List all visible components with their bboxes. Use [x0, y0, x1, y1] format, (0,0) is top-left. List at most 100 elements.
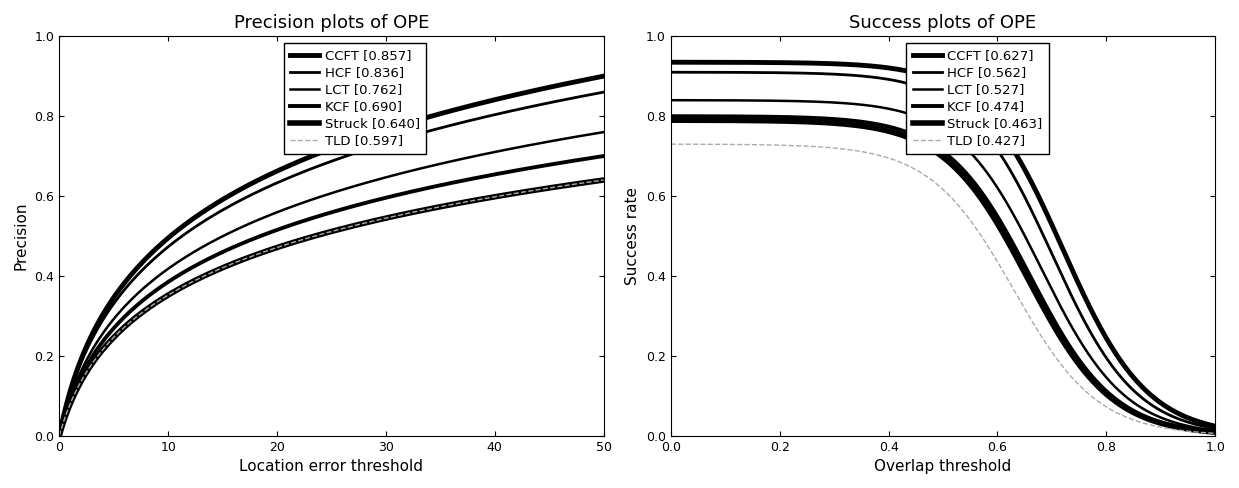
CCFT [0.857]: [108, 293, 123, 299]
Y-axis label: Precision: Precision: [14, 202, 28, 270]
Line: HCF [0.562]: HCF [0.562]: [670, 72, 1215, 428]
HCF [0.836]: [52, 433, 67, 439]
TLD [0.597]: [273, 244, 287, 250]
CCFT [0.627]: [1098, 333, 1113, 339]
LCT [0.527]: [883, 106, 898, 112]
Y-axis label: Success rate: Success rate: [626, 187, 641, 285]
TLD [0.427]: [1037, 338, 1052, 344]
HCF [0.562]: [1037, 235, 1052, 241]
TLD [0.597]: [486, 194, 501, 200]
LCT [0.527]: [903, 111, 918, 117]
Struck [0.463]: [1088, 381, 1103, 386]
Struck [0.463]: [883, 129, 898, 135]
LCT [0.762]: [476, 151, 491, 157]
CCFT [0.627]: [663, 60, 678, 65]
X-axis label: Location error threshold: Location error threshold: [239, 459, 424, 474]
LCT [0.527]: [719, 98, 733, 103]
KCF [0.474]: [883, 124, 898, 130]
Struck [0.463]: [719, 118, 733, 123]
CCFT [0.627]: [903, 69, 918, 75]
Struck [0.640]: [52, 433, 67, 439]
Title: Success plots of OPE: Success plots of OPE: [850, 14, 1037, 32]
X-axis label: Overlap threshold: Overlap threshold: [875, 459, 1012, 474]
Legend: CCFT [0.627], HCF [0.562], LCT [0.527], KCF [0.474], Struck [0.463], TLD [0.427]: CCFT [0.627], HCF [0.562], LCT [0.527], …: [906, 43, 1049, 154]
Line: CCFT [0.857]: CCFT [0.857]: [59, 76, 603, 436]
Struck [0.640]: [291, 238, 306, 244]
TLD [0.427]: [883, 156, 898, 162]
HCF [0.836]: [596, 89, 611, 95]
TLD [0.427]: [663, 141, 678, 147]
LCT [0.762]: [596, 129, 611, 135]
LCT [0.762]: [108, 315, 123, 321]
Line: TLD [0.597]: TLD [0.597]: [59, 180, 603, 436]
KCF [0.474]: [1208, 429, 1223, 435]
Line: Struck [0.640]: Struck [0.640]: [59, 180, 603, 436]
Struck [0.640]: [596, 177, 611, 183]
Struck [0.463]: [1208, 429, 1223, 435]
Line: KCF [0.474]: KCF [0.474]: [670, 116, 1215, 432]
TLD [0.597]: [476, 196, 491, 202]
LCT [0.527]: [1037, 272, 1052, 278]
KCF [0.690]: [426, 184, 441, 190]
Struck [0.640]: [476, 196, 491, 202]
TLD [0.597]: [52, 433, 67, 439]
Struck [0.463]: [903, 136, 918, 142]
LCT [0.762]: [291, 201, 306, 207]
CCFT [0.627]: [1208, 423, 1223, 429]
HCF [0.836]: [291, 171, 306, 177]
HCF [0.562]: [663, 69, 678, 75]
LCT [0.527]: [1088, 361, 1103, 366]
HCF [0.562]: [1208, 426, 1223, 431]
LCT [0.762]: [52, 433, 67, 439]
TLD [0.427]: [903, 164, 918, 170]
CCFT [0.857]: [476, 100, 491, 105]
Line: Struck [0.463]: Struck [0.463]: [670, 120, 1215, 432]
TLD [0.427]: [1088, 396, 1103, 402]
KCF [0.690]: [108, 324, 123, 330]
CCFT [0.857]: [52, 433, 67, 439]
Title: Precision plots of OPE: Precision plots of OPE: [234, 14, 429, 32]
Line: TLD [0.427]: TLD [0.427]: [670, 144, 1215, 433]
KCF [0.474]: [1088, 377, 1103, 383]
CCFT [0.627]: [1088, 315, 1103, 321]
TLD [0.427]: [1098, 403, 1113, 409]
KCF [0.690]: [476, 174, 491, 180]
KCF [0.474]: [1098, 387, 1113, 393]
Line: HCF [0.836]: HCF [0.836]: [59, 92, 603, 436]
KCF [0.474]: [719, 113, 733, 119]
KCF [0.690]: [291, 220, 306, 225]
HCF [0.836]: [273, 179, 287, 185]
HCF [0.836]: [486, 112, 501, 118]
HCF [0.562]: [719, 69, 733, 75]
Struck [0.640]: [108, 333, 123, 339]
TLD [0.427]: [1208, 430, 1223, 436]
LCT [0.527]: [1208, 427, 1223, 433]
KCF [0.690]: [273, 226, 287, 232]
HCF [0.836]: [108, 299, 123, 305]
CCFT [0.857]: [273, 167, 287, 173]
HCF [0.562]: [903, 81, 918, 87]
TLD [0.597]: [426, 205, 441, 211]
TLD [0.597]: [596, 177, 611, 183]
LCT [0.762]: [486, 149, 501, 155]
Struck [0.463]: [663, 117, 678, 123]
CCFT [0.627]: [1037, 206, 1052, 212]
HCF [0.562]: [1098, 353, 1113, 359]
Struck [0.640]: [426, 205, 441, 211]
Struck [0.463]: [1037, 307, 1052, 313]
HCF [0.562]: [883, 77, 898, 83]
LCT [0.527]: [663, 97, 678, 103]
Line: LCT [0.527]: LCT [0.527]: [670, 100, 1215, 430]
Legend: CCFT [0.857], HCF [0.836], LCT [0.762], KCF [0.690], Struck [0.640], TLD [0.597]: CCFT [0.857], HCF [0.836], LCT [0.762], …: [284, 43, 426, 154]
TLD [0.597]: [108, 333, 123, 339]
KCF [0.690]: [596, 153, 611, 159]
Line: CCFT [0.627]: CCFT [0.627]: [670, 62, 1215, 426]
CCFT [0.857]: [291, 159, 306, 164]
CCFT [0.627]: [883, 65, 898, 71]
CCFT [0.627]: [719, 60, 733, 65]
Struck [0.640]: [486, 194, 501, 200]
CCFT [0.857]: [426, 113, 441, 119]
HCF [0.562]: [1088, 338, 1103, 344]
CCFT [0.857]: [486, 97, 501, 103]
TLD [0.427]: [719, 142, 733, 147]
